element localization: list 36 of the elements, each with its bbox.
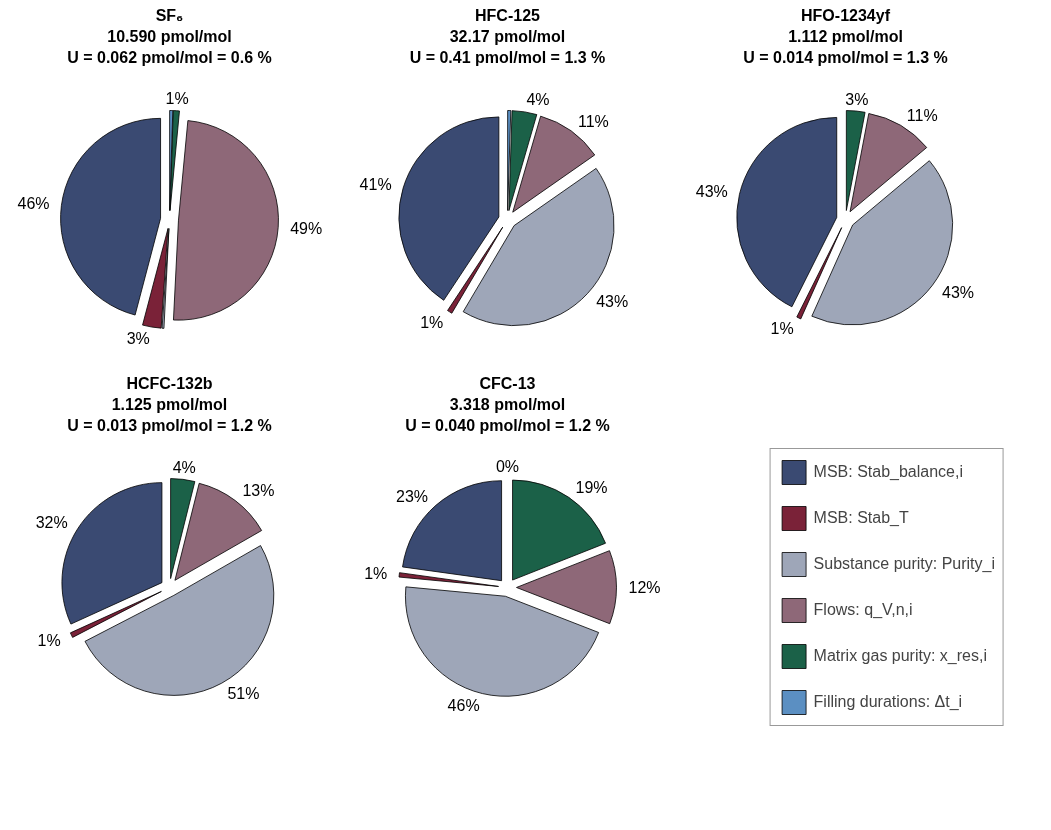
data-label: 43% [596,293,629,311]
data-label: 43% [942,283,975,301]
data-label: 1% [37,631,61,649]
data-label: 49% [290,219,323,237]
data-label: 1% [420,313,444,331]
legend-label: Matrix gas purity: x_res,i [813,647,987,665]
data-label: 46% [447,696,480,714]
data-label: 41% [359,176,392,194]
data-label: 4% [526,91,550,109]
data-label: 43% [695,183,728,201]
data-label: 1% [770,320,794,338]
data-label: 11% [578,112,609,130]
legend-label: Filling durations: Δt_i [813,693,963,711]
legend-label: Flows: q_V,n,i [813,601,913,619]
legend-label: MSB: Stab_balance,i [813,463,963,481]
data-label: 12% [628,578,661,596]
legend-label: Substance purity: Purity_i [813,555,995,573]
chart-title: HFC-125 32.17 pmol/mol U = 0.41 pmol/mol = 1.3 % [409,6,606,66]
data-label: 11% [906,106,938,124]
data-label: 23% [396,487,429,505]
chart-title: HCFC-132b 1.125 pmol/mol U = 0.013 pmol/mol = 1.2 % [67,374,272,434]
data-label: 3% [845,90,869,108]
data-label: 3% [126,330,150,348]
data-label: 51% [227,685,260,703]
chart-title: HFO-1234yf 1.112 pmol/mol U = 0.014 pmol/mol = 1.3 % [743,6,948,66]
data-label: 13% [242,482,275,500]
chart-title: CFC-13 3.318 pmol/mol U = 0.040 pmol/mol = 1.2 % [405,374,610,434]
data-label: 1% [165,90,189,108]
legend-label: MSB: Stab_T [813,509,909,527]
data-label: 32% [35,513,68,531]
chart-title: SF₆ 10.590 pmol/mol U = 0.062 pmol/mol = 0.6 % [67,6,272,66]
data-label: 1% [364,564,388,582]
data-label: 19% [575,478,608,496]
text: 0% [495,458,520,475]
data-label: 4% [172,458,196,476]
data-label: 46% [17,195,50,213]
